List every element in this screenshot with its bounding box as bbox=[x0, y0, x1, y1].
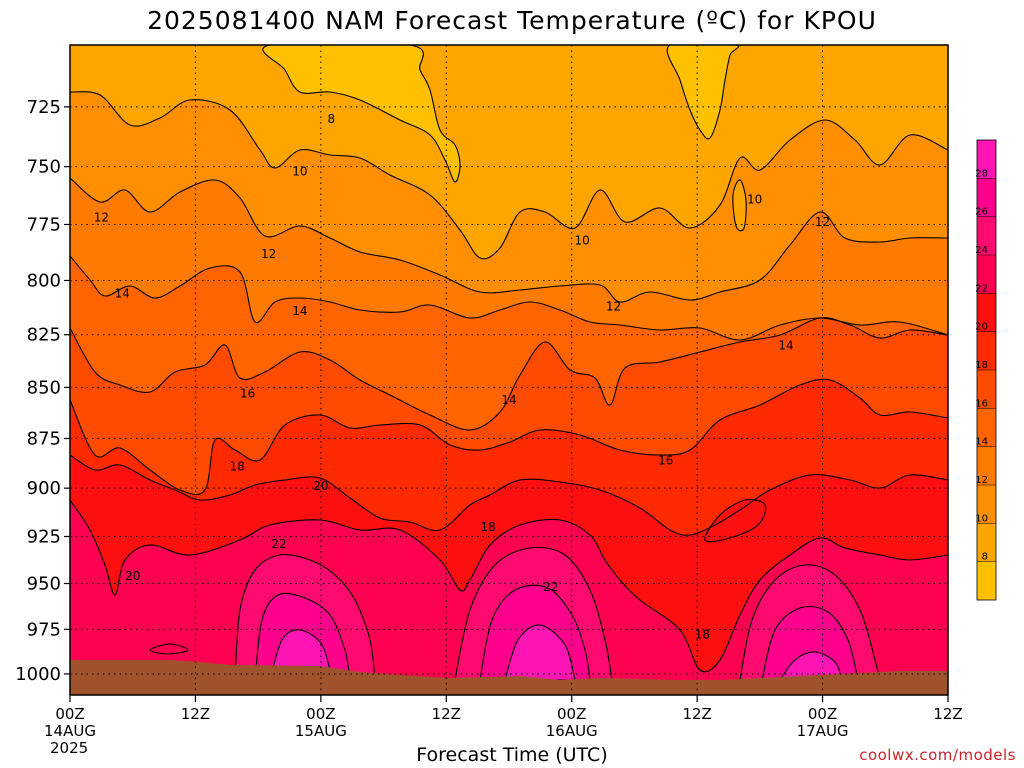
y-tick-label-750: 750 bbox=[27, 157, 61, 178]
ground-terrain bbox=[70, 660, 948, 695]
contour-label-10: 10 bbox=[292, 164, 307, 178]
x-tick-date-0: 14AUG bbox=[44, 722, 96, 740]
contour-label-20: 20 bbox=[313, 479, 328, 493]
isolated-contour-c bbox=[149, 643, 189, 655]
contour-label-14: 14 bbox=[292, 304, 307, 318]
colorbar-swatch-5 bbox=[977, 370, 996, 409]
x-tick-date-6: 17AUG bbox=[797, 722, 849, 740]
colorbar-swatch-6 bbox=[977, 331, 996, 370]
colorbar-swatch-10 bbox=[977, 178, 996, 217]
colorbar-swatch-4 bbox=[977, 408, 996, 447]
colorbar-tick-12: 12 bbox=[975, 475, 988, 486]
colorbar-swatch-9 bbox=[977, 216, 996, 255]
y-tick-label-900: 900 bbox=[27, 478, 61, 499]
y-tick-label-725: 725 bbox=[27, 97, 61, 118]
y-tick-label-975: 975 bbox=[27, 619, 61, 640]
ground-surface bbox=[70, 660, 948, 695]
colorbar-tick-26: 26 bbox=[975, 207, 988, 218]
x-tick-label-0: 00Z bbox=[55, 705, 84, 723]
colorbar-tick-8: 8 bbox=[982, 552, 988, 563]
colorbar-swatch-7 bbox=[977, 293, 996, 332]
contour-label-8: 8 bbox=[327, 112, 335, 126]
isotherm-20 bbox=[70, 454, 948, 536]
cold-pocket-0 bbox=[262, 45, 461, 183]
contour-label-12: 12 bbox=[94, 211, 109, 225]
contour-labels: 8 10 10 10 12 12 12 12 14 14 14 14 16 16 18 18 18 20 20 22 2… bbox=[94, 112, 830, 642]
temperature-fill-layer bbox=[70, 45, 948, 695]
isotherm-22 bbox=[70, 499, 948, 673]
colorbar-swatch-11 bbox=[977, 140, 996, 179]
colorbar: 8 10 12 14 16 18 20 22 24 26 28 bbox=[975, 139, 997, 601]
isotherm-18 bbox=[70, 378, 948, 496]
grid-lines bbox=[70, 45, 948, 695]
y-tick-label-800: 800 bbox=[27, 270, 61, 291]
x-tick-label-3: 12Z bbox=[432, 705, 461, 723]
cold-pocket-1 bbox=[666, 45, 740, 140]
contour-label-14: 14 bbox=[501, 393, 516, 407]
contour-label-14: 14 bbox=[115, 287, 130, 301]
colorbar-tick-20: 20 bbox=[975, 322, 988, 333]
credit-link[interactable]: coolwx.com/models bbox=[859, 746, 1016, 764]
contour-label-18: 18 bbox=[480, 520, 495, 534]
x-tick-date-2: 15AUG bbox=[295, 722, 347, 740]
contour-label-22: 22 bbox=[271, 537, 286, 551]
contour-label-18: 18 bbox=[695, 628, 710, 642]
colorbar-tick-28: 28 bbox=[975, 168, 988, 179]
contour-label-18: 18 bbox=[230, 459, 245, 473]
x-tick-label-4: 00Z bbox=[557, 705, 586, 723]
y-tick-label-850: 850 bbox=[27, 377, 61, 398]
y-tick-label-925: 925 bbox=[27, 526, 61, 547]
x-tick-year-0: 2025 bbox=[50, 739, 88, 757]
x-tick-label-5: 12Z bbox=[682, 705, 711, 723]
contour-label-12: 12 bbox=[261, 247, 276, 261]
contour-label-14: 14 bbox=[778, 338, 793, 352]
x-tick-label-7: 12Z bbox=[933, 705, 962, 723]
warm-lobe-5 bbox=[504, 624, 576, 681]
contour-label-10: 10 bbox=[747, 192, 762, 206]
x-tick-date-4: 16AUG bbox=[546, 722, 598, 740]
contour-label-16: 16 bbox=[658, 454, 673, 468]
colorbar-swatch-0 bbox=[977, 561, 996, 600]
colorbar-tick-18: 18 bbox=[975, 360, 988, 371]
y-tick-label-1000: 1000 bbox=[15, 664, 61, 685]
contour-label-12: 12 bbox=[606, 300, 621, 314]
y-tick-label-875: 875 bbox=[27, 428, 61, 449]
plot-frame bbox=[69, 44, 949, 696]
y-tick-label-775: 775 bbox=[27, 214, 61, 235]
y-axis: 725 750 775 800 825 850 875 900 925 950 975 1000 bbox=[15, 97, 70, 685]
isolated-contour-a bbox=[704, 498, 767, 543]
colorbar-swatch-2 bbox=[977, 485, 996, 524]
colorbar-tick-14: 14 bbox=[975, 437, 988, 448]
colorbar-swatch-3 bbox=[977, 446, 996, 485]
colorbar-tick-16: 16 bbox=[975, 398, 988, 409]
x-tick-label-1: 12Z bbox=[181, 705, 210, 723]
contour-label-22: 22 bbox=[543, 580, 558, 594]
isotherm-12 bbox=[70, 177, 948, 303]
contour-label-10: 10 bbox=[575, 233, 590, 247]
isotherm-10 bbox=[70, 91, 948, 260]
colorbar-tick-10: 10 bbox=[975, 513, 988, 524]
y-tick-label-950: 950 bbox=[27, 574, 61, 595]
isotherm-14 bbox=[70, 255, 948, 341]
chart-title: 2025081400 NAM Forecast Temperature (ºC)… bbox=[147, 6, 877, 35]
contour-label-16: 16 bbox=[240, 387, 255, 401]
warm-lobe-8 bbox=[778, 651, 843, 681]
x-axis-label: Forecast Time (UTC) bbox=[416, 744, 608, 766]
colorbar-swatch-1 bbox=[977, 523, 996, 562]
colorbar-tick-24: 24 bbox=[975, 245, 988, 256]
contour-label-12: 12 bbox=[815, 215, 830, 229]
x-tick-label-2: 00Z bbox=[306, 705, 335, 723]
x-tick-label-6: 00Z bbox=[808, 705, 837, 723]
colorbar-tick-22: 22 bbox=[975, 283, 988, 294]
y-tick-label-825: 825 bbox=[27, 325, 61, 346]
colorbar-swatch-8 bbox=[977, 255, 996, 294]
contour-label-20: 20 bbox=[125, 569, 140, 583]
